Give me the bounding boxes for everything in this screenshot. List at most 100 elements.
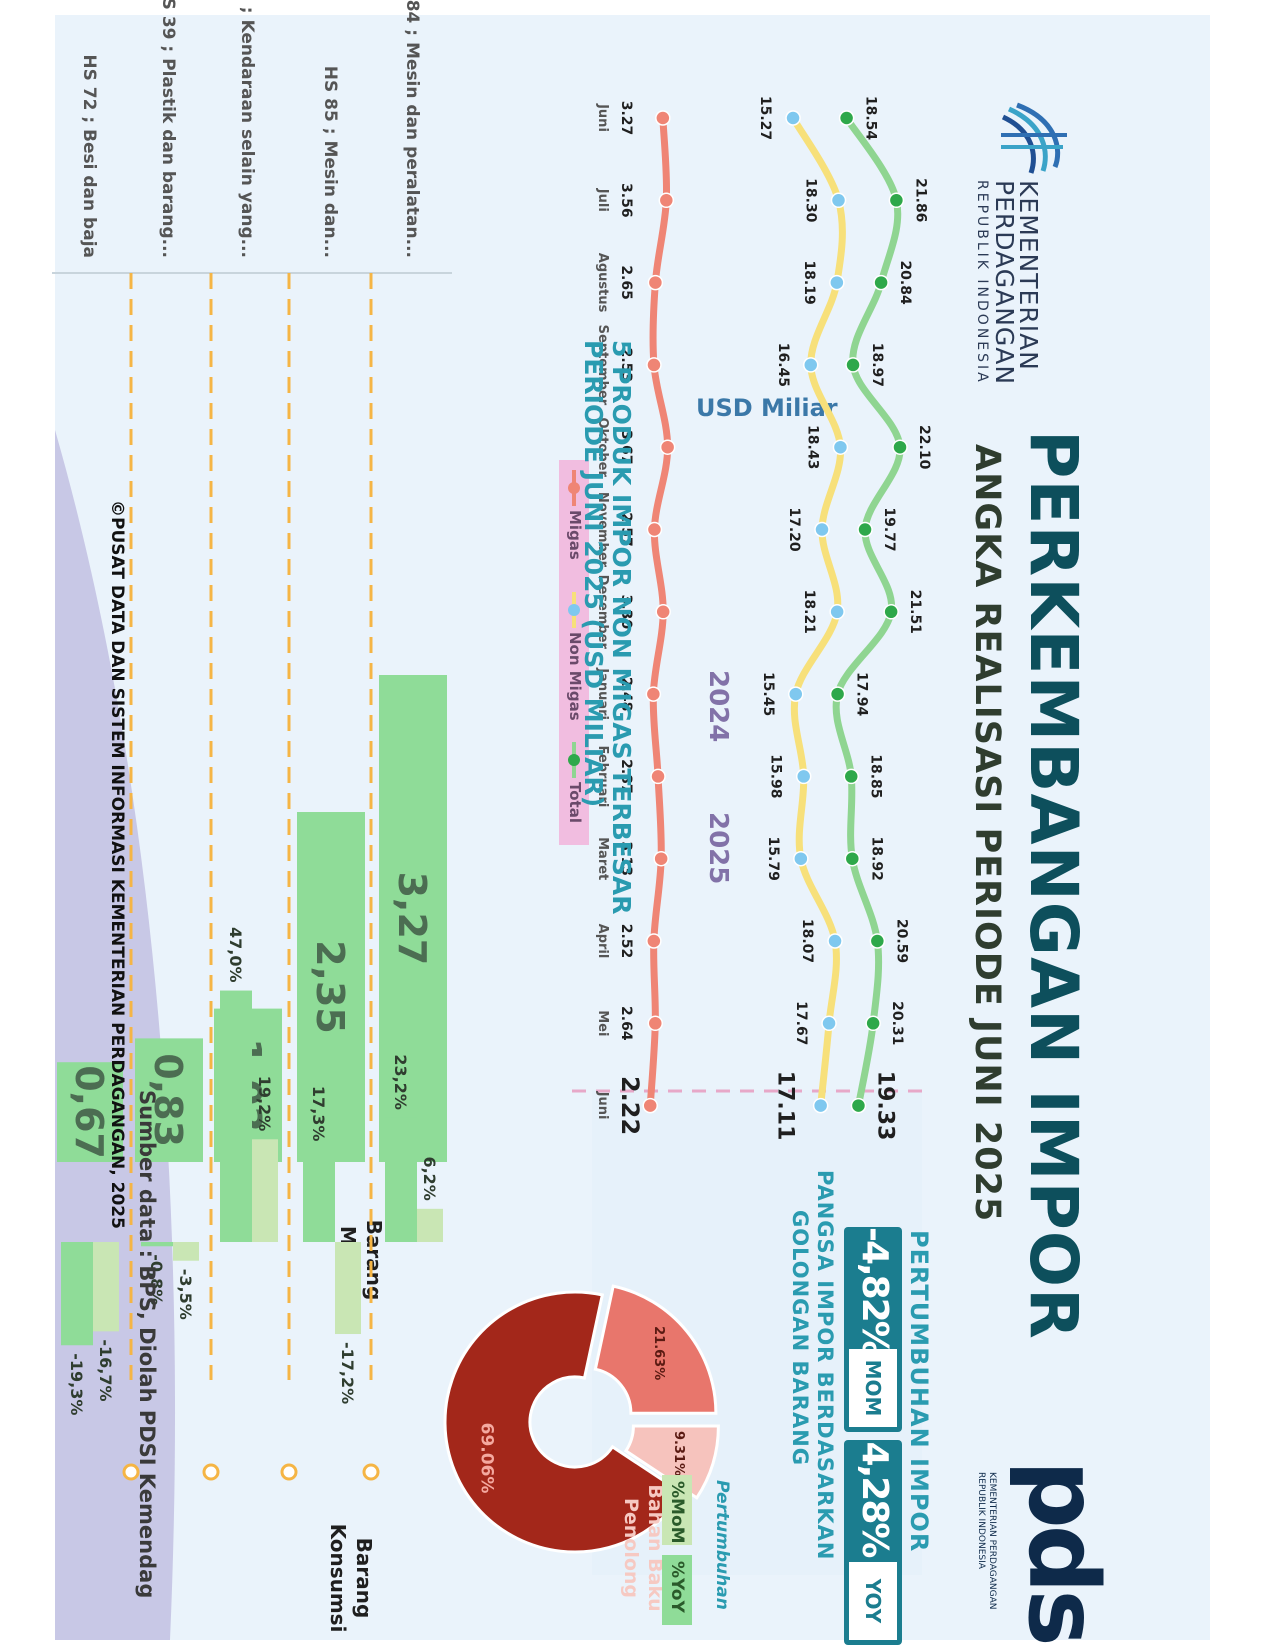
data-label-total: 20.84 [897,260,913,305]
month-label: Mei [595,1010,610,1036]
point-total [850,1097,867,1114]
yoy-legend-label: %YoY [667,1561,687,1613]
kemendag-logo-icon [997,95,1077,175]
data-label-total: 17.94 [854,672,870,717]
separator-marker [202,1463,220,1481]
pie-percent-modal: 21.63% [651,1326,666,1380]
product-label: HS 84 ; Mesin dan peralatan... [402,0,422,258]
product-label: HS 87 ; Kendaraan selain yang... [237,0,257,258]
mom-bar [252,1139,278,1243]
month-label: September [595,325,610,406]
point-non-migas [785,110,801,126]
data-label-non-migas: 18.19 [801,260,817,304]
point-migas [646,357,662,373]
month-label: April [595,924,610,959]
data-label-migas: 2.22 [616,1076,644,1135]
data-label-migas: 2.87 [618,759,634,794]
product-bar [57,1062,123,1163]
month-label: Juli [595,188,610,212]
point-migas [650,768,666,785]
data-label-migas: 2.57 [618,512,634,547]
point-non-migas [812,1097,829,1114]
pie-name-bahan-baku-line1: Bahan Baku [644,1484,666,1611]
point-migas [653,850,669,867]
month-label: Maret [595,837,610,880]
point-non-migas [829,604,845,620]
point-non-migas [827,933,843,949]
pie-name-modal-line1: Barang [362,1220,386,1301]
point-migas [658,192,675,209]
yoy-bar [141,1242,173,1247]
month-label: Juni [595,1091,610,1120]
data-label-non-migas: 17.11 [773,1071,798,1141]
yoy-bar [220,990,252,1242]
import-trend-line-chart: 18.54 21.86 20.84 18.97 22.10 19.77 21.51 17.94… [567,96,932,1141]
pie-percent-bahan-baku: 69.06% [477,1423,497,1494]
data-label-migas: 3.30 [618,595,634,630]
mom-legend-box: %MoM [662,1475,692,1545]
point-non-migas [830,192,847,209]
product-bar [297,812,365,1163]
month-label: Agustus [595,253,610,313]
point-non-migas [832,439,849,455]
point-total [838,110,855,126]
pie-slice-bahan-baku [443,1290,686,1554]
mom-bar [173,1242,199,1261]
point-non-migas [829,274,845,291]
point-total [857,521,873,538]
yoy-value-label: 23,2% [391,1054,410,1110]
data-label-total: 21.86 [912,178,928,222]
mom-value-label: -16,7% [96,1339,115,1401]
month-label: Desember [595,575,610,650]
data-label-non-migas: 18.30 [803,178,819,223]
data-label-total: 20.59 [893,919,909,963]
mom-legend-label: %MoM [667,1481,687,1544]
pie-percent-konsumsi: 9.31% [671,1431,686,1476]
pie-slice-konsumsi [623,1424,720,1500]
point-total [829,686,846,702]
pie-name-bahan-baku: Bahan BakuPenolong [620,1484,666,1611]
mom-value-label: 6,2% [420,1156,439,1200]
data-label-non-migas: 18.21 [801,590,817,634]
yoy-value-label: -0,8% [147,1254,166,1305]
point-migas [646,521,663,538]
point-migas [645,686,662,702]
product-bar [135,1038,203,1163]
point-non-migas [793,850,809,867]
yoy-bar [385,1117,417,1243]
point-total [843,768,859,785]
pie-slice-modal [593,1284,718,1415]
yoy-legend-box: %YoY [662,1555,692,1625]
data-label-migas: 2.48 [618,677,634,712]
mom-bar [93,1242,119,1332]
data-label-migas: 2.52 [618,924,634,959]
separator-marker [362,1463,380,1481]
data-label-non-migas: 17.20 [786,507,802,552]
point-non-migas [788,686,804,702]
point-migas [655,604,671,620]
point-total [869,933,886,949]
data-label-non-migas: 15.45 [760,672,776,716]
month-label: Januari [595,667,610,720]
point-total [845,357,861,373]
copyright: ©PUSAT DATA DAN SISTEM INFORMASI KEMENTE… [107,500,127,1229]
yoy-value-label: 47,0% [226,927,245,983]
mom-bar [417,1208,443,1242]
data-label-non-migas: 17.67 [793,1001,809,1045]
pie-name-bahan-baku-line2: Penolong [620,1498,642,1598]
point-total [888,192,905,209]
data-label-total: 21.51 [907,590,923,634]
point-migas [647,1015,664,1032]
product-value: 2,35 [308,940,352,1034]
data-label-total: 20.31 [889,1001,905,1045]
product-value: 0,83 [146,1053,190,1147]
pie-name-konsumsi-line2: Konsumsi [326,1524,350,1633]
month-label: November [595,492,610,568]
data-label-total: 19.33 [872,1071,897,1141]
point-total [892,439,908,455]
pie-name-konsumsi: BarangKonsumsi [326,1524,376,1633]
data-label-total: 19.77 [881,507,897,551]
point-total [865,1015,881,1032]
point-total [883,604,899,620]
data-label-migas: 2.65 [618,265,634,300]
